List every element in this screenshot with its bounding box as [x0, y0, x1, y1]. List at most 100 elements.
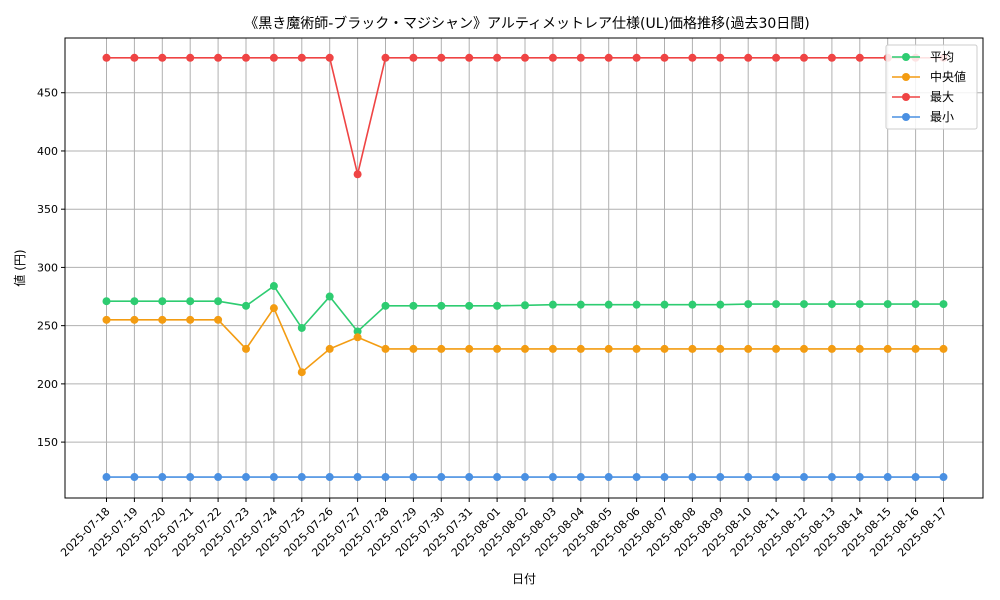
data-point	[325, 344, 334, 353]
legend-swatch-marker	[902, 93, 910, 101]
data-point	[939, 344, 948, 353]
y-tick-label: 450	[37, 87, 58, 100]
data-point	[130, 473, 139, 482]
data-point	[604, 53, 613, 62]
legend-swatch-marker	[902, 113, 910, 121]
data-point	[911, 300, 920, 309]
data-point	[214, 53, 223, 62]
data-point	[855, 300, 864, 309]
data-point	[688, 344, 697, 353]
legend-label: 平均	[930, 50, 954, 64]
series-3	[102, 473, 948, 482]
data-point	[297, 53, 306, 62]
data-point	[186, 473, 195, 482]
chart-title: 《黒き魔術師-ブラック・マジシャン》アルティメットレア仕様(UL)価格推移(過去…	[244, 15, 810, 32]
data-point	[325, 292, 334, 301]
data-point	[186, 53, 195, 62]
data-point	[827, 344, 836, 353]
series-group	[102, 53, 948, 482]
series-0	[102, 282, 948, 336]
data-point	[548, 53, 557, 62]
legend-swatch-marker	[902, 73, 910, 81]
data-point	[437, 473, 446, 482]
data-point	[716, 300, 725, 309]
data-point	[269, 282, 278, 291]
data-point	[772, 300, 781, 309]
data-point	[660, 53, 669, 62]
data-point	[242, 473, 250, 482]
data-point	[883, 473, 892, 482]
data-point	[548, 344, 557, 353]
series-2	[102, 53, 948, 179]
data-point	[493, 473, 502, 482]
data-point	[521, 473, 529, 482]
data-point	[744, 53, 753, 62]
data-point	[409, 344, 418, 353]
data-point	[855, 53, 864, 62]
data-point	[186, 315, 195, 324]
data-point	[632, 300, 641, 309]
data-point	[381, 344, 390, 353]
data-point	[493, 344, 502, 353]
data-point	[493, 53, 502, 62]
data-point	[102, 473, 111, 482]
x-axis-ticks: 2025-07-182025-07-192025-07-202025-07-21…	[58, 498, 950, 559]
series-1	[102, 304, 948, 377]
x-axis-label: 日付	[512, 572, 536, 586]
data-point	[130, 53, 139, 62]
legend-label: 中央値	[930, 69, 966, 84]
legend-box	[885, 44, 978, 130]
data-point	[827, 300, 836, 309]
data-point	[269, 304, 278, 313]
data-point	[800, 473, 808, 482]
legend-swatch-marker	[902, 53, 910, 61]
y-tick-label: 350	[37, 203, 58, 216]
data-point	[325, 53, 334, 62]
data-point	[800, 300, 808, 309]
data-point	[521, 344, 529, 353]
data-point	[772, 473, 781, 482]
data-point	[158, 53, 167, 62]
data-point	[632, 53, 641, 62]
data-point	[744, 473, 753, 482]
data-point	[911, 344, 920, 353]
data-point	[855, 473, 864, 482]
data-point	[465, 473, 474, 482]
data-point	[744, 300, 753, 309]
data-point	[465, 344, 474, 353]
data-point	[800, 53, 808, 62]
data-point	[883, 300, 892, 309]
data-point	[297, 473, 306, 482]
data-point	[409, 473, 418, 482]
data-point	[744, 344, 753, 353]
data-point	[297, 323, 306, 332]
plot-area	[64, 37, 984, 499]
y-axis-ticks: 150 200 250 300 350 400 450	[37, 87, 65, 449]
data-point	[688, 473, 697, 482]
data-point	[353, 170, 362, 179]
data-point	[716, 53, 725, 62]
data-point	[214, 315, 223, 324]
data-point	[604, 473, 613, 482]
data-point	[716, 344, 725, 353]
data-point	[214, 473, 223, 482]
data-point	[297, 368, 306, 377]
data-point	[102, 297, 111, 306]
data-point	[353, 327, 362, 336]
grid	[65, 38, 983, 498]
data-point	[576, 344, 585, 353]
data-point	[102, 53, 111, 62]
data-point	[604, 300, 613, 309]
y-tick-label: 400	[37, 145, 58, 158]
y-tick-label: 200	[37, 378, 58, 391]
data-point	[632, 473, 641, 482]
data-point	[576, 53, 585, 62]
data-point	[576, 300, 585, 309]
data-point	[716, 473, 725, 482]
data-point	[493, 301, 502, 310]
data-point	[911, 473, 920, 482]
data-point	[688, 53, 697, 62]
data-point	[158, 473, 167, 482]
